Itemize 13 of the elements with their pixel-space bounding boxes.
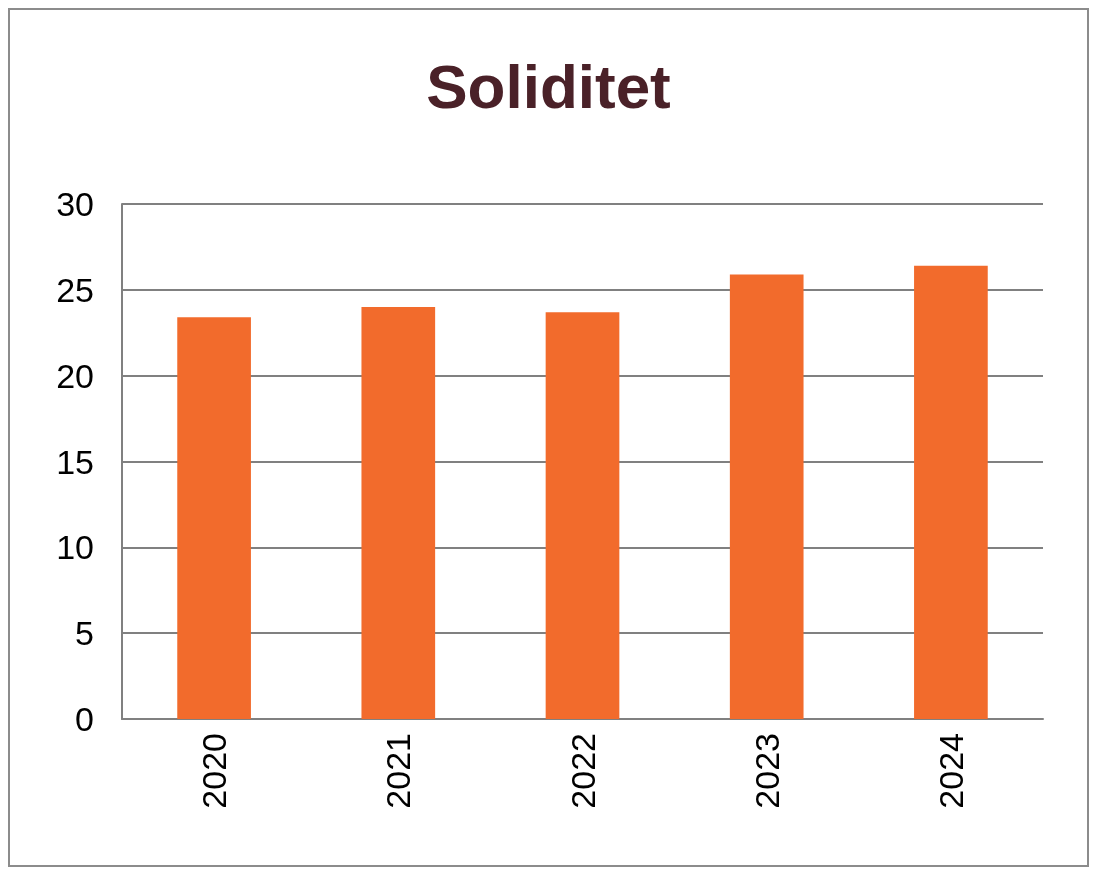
x-tick-label: 2023 (747, 733, 786, 809)
y-tick-label: 25 (56, 270, 94, 309)
x-tick-label: 2021 (379, 733, 418, 809)
y-tick-label: 5 (75, 614, 94, 653)
chart-title: Soliditet (426, 51, 671, 121)
y-tick-label: 0 (75, 700, 94, 738)
y-tick-label: 10 (56, 528, 94, 567)
y-tick-label: 15 (56, 442, 94, 481)
x-tick-label: 2024 (931, 733, 970, 809)
x-tick-label: 2022 (563, 733, 602, 809)
y-tick-label: 30 (56, 185, 94, 223)
x-tick-label: 2020 (195, 733, 234, 809)
y-tick-label: 20 (56, 356, 94, 395)
